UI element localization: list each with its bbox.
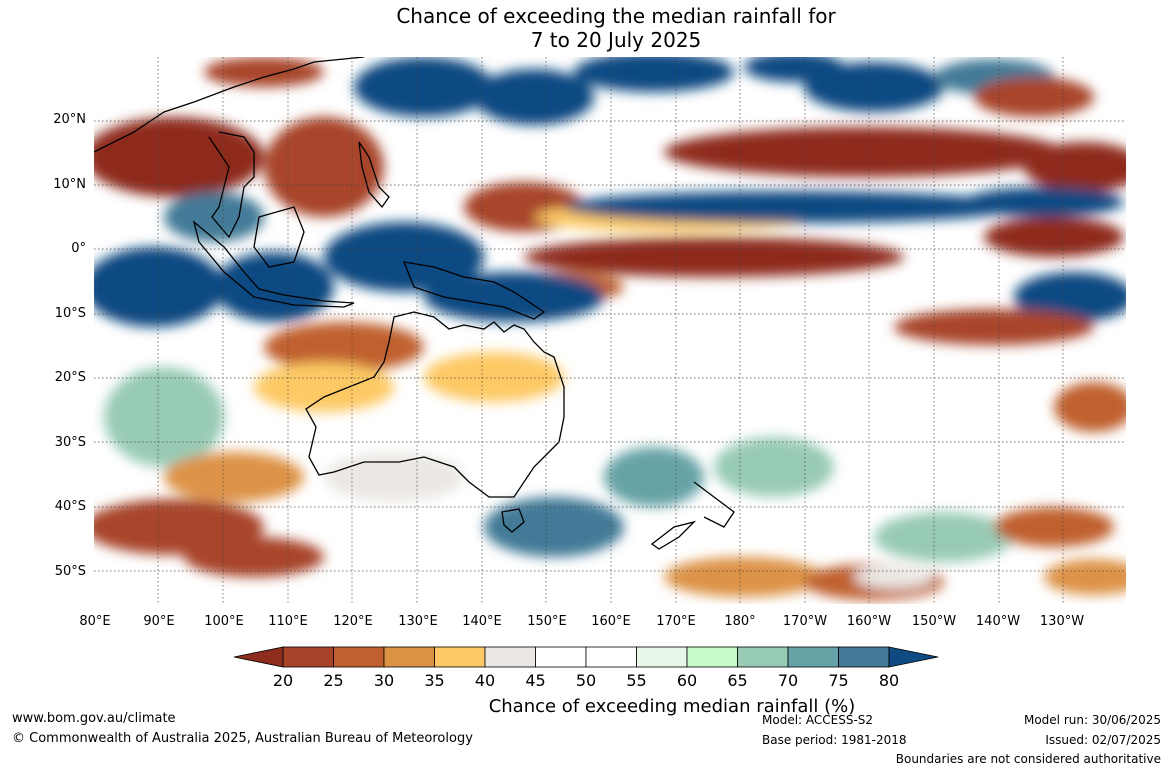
legend-color-cell [535, 646, 587, 668]
legend-tick-label: 50 [575, 671, 597, 690]
lat-label-20n: 20°N [53, 112, 86, 127]
borneo-outline [253, 206, 305, 268]
legend-color-cell [737, 646, 789, 668]
lon-label-180: 180° [724, 614, 756, 629]
new-zealand-outline [650, 481, 735, 550]
lat-label-10n: 10°N [53, 177, 86, 192]
lon-label-90e: 90°E [143, 614, 175, 629]
legend-color-cell [636, 646, 688, 668]
australia-outline [305, 311, 565, 498]
legend-color-cell [383, 646, 435, 668]
lon-label-150e: 150°E [527, 614, 567, 629]
lat-label-50s: 50°S [54, 564, 86, 579]
map-title-line-1: Chance of exceeding the median rainfall … [396, 4, 836, 28]
lon-label-140w: 140°W [975, 614, 1021, 629]
map-gridlines [94, 57, 1126, 604]
legend-color-cell [838, 646, 890, 668]
lat-label-0: 0° [71, 241, 86, 256]
legend-title: Chance of exceeding median rainfall (%) [488, 696, 856, 717]
legend-color-cell [333, 646, 385, 668]
map-title-line-2: 7 to 20 July 2025 [530, 28, 702, 52]
rainfall-map [94, 57, 1126, 604]
rainfall-map-canvas [94, 57, 1126, 604]
legend-tick-label: 65 [727, 671, 748, 690]
lon-label-170w: 170°W [782, 614, 828, 629]
model-name: Model: ACCESS-S2 [762, 713, 874, 727]
rainfall-probability-field [94, 57, 1126, 600]
new-guinea-outline [402, 261, 546, 320]
legend-color-cell [787, 646, 839, 668]
lat-label-20s: 20°S [54, 370, 86, 385]
legend-low-arrow [233, 646, 284, 668]
legend-color-cell [484, 646, 536, 668]
boundaries-disclaimer: Boundaries are not considered authoritat… [895, 752, 1161, 766]
lat-label-10s: 10°S [54, 306, 86, 321]
lon-label-110e: 110°E [268, 614, 308, 629]
legend-tick-label: 25 [323, 671, 344, 690]
issued-date: Issued: 02/07/2025 [1045, 733, 1161, 747]
lon-label-130w: 130°W [1039, 614, 1085, 629]
copyright-notice: © Commonwealth of Australia 2025, Austra… [12, 731, 473, 746]
lon-label-130e: 130°E [398, 614, 438, 629]
land-outlines [94, 57, 735, 550]
lon-label-160w: 160°W [846, 614, 892, 629]
base-period: Base period: 1981-2018 [762, 733, 907, 747]
lat-label-40s: 40°S [54, 499, 86, 514]
lon-label-80e: 80°E [79, 614, 111, 629]
tasmania-outline [501, 508, 525, 533]
lon-label-120e: 120°E [333, 614, 373, 629]
lon-label-140e: 140°E [462, 614, 502, 629]
lon-label-170e: 170°E [656, 614, 696, 629]
lon-label-150w: 150°W [911, 614, 957, 629]
legend-tick-label: 60 [676, 671, 698, 690]
legend-tick-label: 20 [272, 671, 294, 690]
legend-tick-label: 35 [424, 671, 445, 690]
model-run-date: Model run: 30/06/2025 [1023, 713, 1161, 727]
website-link[interactable]: www.bom.gov.au/climate [12, 711, 176, 726]
legend-tick-label: 75 [828, 671, 849, 690]
legend-color-cell [282, 646, 334, 668]
lon-label-160e: 160°E [591, 614, 631, 629]
legend-high-arrow [888, 646, 939, 668]
legend-tick-label: 70 [777, 671, 799, 690]
legend-tick-label: 30 [373, 671, 395, 690]
sumatra-java-outline [192, 220, 355, 308]
legend-color-cell [686, 646, 738, 668]
legend-tick-label: 45 [525, 671, 546, 690]
asia-outline [94, 57, 365, 239]
lon-label-100e: 100°E [204, 614, 244, 629]
legend-color-cell [585, 646, 637, 668]
legend-tick-label: 80 [878, 671, 900, 690]
philippines-outline [358, 141, 390, 209]
legend-tick-label: 55 [626, 671, 647, 690]
lat-label-30s: 30°S [54, 435, 86, 450]
legend-tick-label: 40 [474, 671, 496, 690]
legend-colorbar [233, 646, 939, 668]
legend-color-cell [434, 646, 486, 668]
